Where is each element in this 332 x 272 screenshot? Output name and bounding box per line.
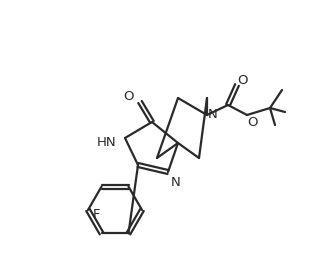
Text: O: O	[237, 73, 247, 86]
Text: F: F	[93, 209, 101, 221]
Text: N: N	[208, 109, 218, 122]
Text: HN: HN	[97, 135, 117, 149]
Text: O: O	[248, 116, 258, 128]
Text: O: O	[123, 91, 133, 104]
Text: N: N	[171, 175, 181, 188]
